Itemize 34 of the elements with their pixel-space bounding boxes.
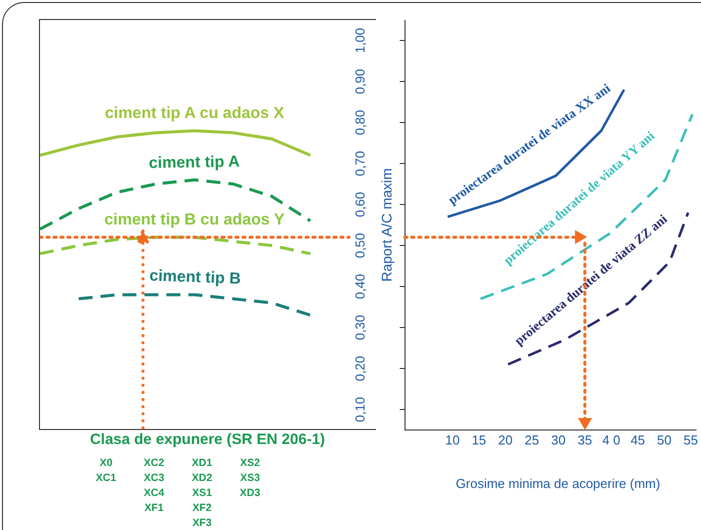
y-tick-label: 0,70 (352, 150, 368, 176)
x-tick-label: 4 0 (602, 432, 620, 448)
x-tick-label: 15 (472, 432, 486, 448)
x-tick-label: 35 (578, 432, 592, 448)
series-label: ciment tip B cu adaos Y (104, 212, 285, 229)
line-series (40, 178, 312, 231)
x-tick-label: 50 (657, 432, 672, 448)
y-tick-label: 0,10 (352, 396, 368, 422)
x-tick-label: 45 (630, 432, 646, 448)
x-tick-label: 20 (498, 432, 513, 448)
y-tick-label: 0,50 (352, 232, 368, 258)
y-tick-label: 0,90 (352, 68, 368, 94)
text: X0 XC1 (94, 456, 118, 486)
y-tick-label: 0,40 (352, 274, 368, 300)
text: XD1 XD2 XS1 XF2 XF3 (190, 456, 214, 530)
y-tick-label: 0,80 (352, 110, 368, 136)
series-label: ciment tip A (148, 154, 240, 172)
series-label: ciment tip B (149, 268, 242, 288)
line-series (40, 236, 312, 256)
y-tick-label: 0,60 (352, 192, 368, 218)
x-tick-label: 55 (684, 432, 698, 448)
y-tick-label: 1,00 (352, 28, 368, 54)
x-tick-label: 10 (445, 432, 460, 448)
series-label: ciment tip A cu adaos X (104, 105, 284, 122)
x-tick-label: 30 (551, 432, 566, 448)
x-axis-title: Grosime minima de acoperire (mm) (454, 476, 662, 491)
text: XS2 XS3 XD3 (238, 456, 262, 501)
y-tick-label: 0,20 (352, 356, 368, 382)
x-tick-label: 25 (524, 432, 540, 448)
text: XC2 XC3 XC4 XF1 (142, 456, 166, 516)
y-axis-title: Raport A/C maxim (378, 168, 394, 282)
y-tick-label: 0,30 (352, 314, 368, 340)
x-axis-title: Clasa de expunere (SR EN 206-1) (88, 431, 326, 448)
line-series (77, 293, 312, 317)
